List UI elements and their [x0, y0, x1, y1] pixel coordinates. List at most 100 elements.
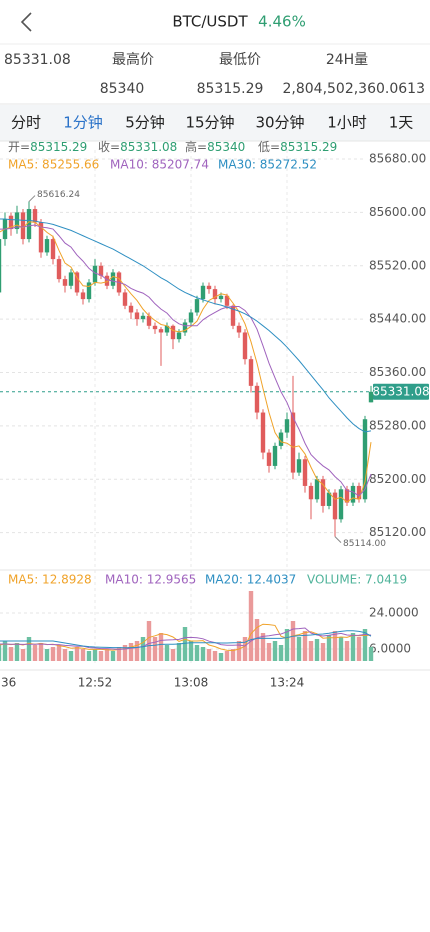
y-tick-label: 6.0000: [369, 642, 411, 656]
candle-body: [320, 479, 326, 506]
volume-bar: [38, 643, 44, 661]
volume-bar: [56, 645, 62, 661]
y-tick-label: 85600.00: [369, 205, 426, 219]
candle-body: [128, 305, 134, 313]
legend-item: MA5: 85255.66: [8, 158, 99, 172]
volume-ma-line: [0, 627, 372, 650]
candle-body: [8, 215, 14, 230]
interval-tab[interactable]: 分时: [11, 114, 41, 132]
volume-bar: [158, 633, 164, 661]
candle-body: [104, 275, 110, 286]
volume-bar: [116, 647, 122, 661]
candle-body: [170, 325, 176, 340]
tab-bar: [0, 105, 430, 141]
candle-body: [164, 325, 170, 333]
volume-bar: [2, 641, 8, 661]
legend-item: MA5: 12.8928: [8, 573, 92, 587]
volume-bar: [146, 621, 152, 661]
ohlc-value: 85315.29: [30, 140, 87, 154]
candle-body: [224, 295, 230, 306]
interval-tab[interactable]: 1小时: [327, 114, 367, 132]
ohlc-label: 高=: [185, 139, 207, 154]
candle-body: [242, 332, 248, 360]
interval-tab[interactable]: 30分钟: [255, 114, 304, 132]
pair-title: BTC/USDT: [172, 13, 248, 31]
ohlc-item: 高=85340: [185, 139, 245, 154]
volume-bar: [92, 649, 98, 661]
candle-body: [26, 209, 32, 240]
candle-body: [38, 222, 44, 253]
candle-body: [200, 285, 206, 300]
stat-value: 85315.29: [197, 81, 264, 97]
interval-tab[interactable]: 1分钟: [63, 114, 103, 132]
stat-label: 24H量: [326, 52, 368, 68]
candle-body: [368, 391, 374, 403]
candle-body: [56, 259, 62, 280]
candle-body: [338, 489, 344, 520]
volume-bar: [200, 647, 206, 661]
ohlc-value: 85315.29: [280, 140, 337, 154]
interval-tab[interactable]: 1天: [389, 114, 414, 132]
high-marker: [28, 195, 36, 202]
y-tick-label: 85360.00: [369, 365, 426, 379]
volume-bar: [0, 645, 2, 661]
candle-body: [158, 329, 164, 333]
ma-line: [0, 224, 372, 497]
ohlc-value: 85340: [207, 140, 245, 154]
candle-body: [314, 479, 320, 500]
candle-body: [278, 432, 284, 446]
candle-body: [0, 239, 2, 293]
volume-bar: [176, 643, 182, 661]
volume-bar: [68, 651, 74, 661]
volume-bar: [350, 633, 356, 661]
volume-bar: [362, 629, 368, 661]
volume-bar: [50, 647, 56, 661]
back-button[interactable]: [20, 12, 32, 32]
ohlc-item: 收=85331.08: [98, 140, 177, 154]
x-tick-label: 12:36: [0, 676, 16, 690]
interval-tab[interactable]: 5分钟: [125, 114, 165, 132]
candle-body: [302, 459, 308, 486]
volume-bar: [152, 637, 158, 661]
candle-body: [50, 239, 56, 260]
candle-body: [326, 492, 332, 506]
volume-bar: [224, 651, 230, 661]
volume-bar: [236, 641, 242, 661]
volume-ma-line: [0, 623, 372, 652]
candle-body: [308, 485, 314, 500]
volume-bar: [290, 621, 296, 661]
candle-body: [74, 272, 80, 293]
candle-body: [332, 492, 338, 520]
legend-item: MA20: 12.4037: [205, 573, 296, 587]
candle-body: [284, 419, 290, 433]
candle-body: [254, 385, 260, 413]
candle-body: [356, 485, 362, 500]
candle-body: [20, 212, 26, 240]
candle-body: [62, 279, 68, 286]
ohlc-item: 低=85315.29: [258, 140, 337, 154]
interval-tab[interactable]: 15分钟: [185, 114, 234, 132]
volume-bar: [308, 641, 314, 661]
candle-body: [290, 412, 296, 473]
candle-body: [32, 209, 38, 223]
volume-bar: [278, 645, 284, 661]
ohlc-label: 收=: [98, 140, 120, 154]
volume-bar: [218, 653, 224, 661]
volume-ma-line: [0, 630, 372, 649]
last-price: 85331.08: [4, 52, 71, 68]
stat-label: 最高价: [112, 51, 154, 68]
candle-body: [194, 299, 200, 313]
volume-bar: [368, 646, 374, 661]
candle-body: [272, 445, 278, 466]
candle-body: [236, 325, 242, 333]
candle-body: [260, 412, 266, 453]
ohlc-label: 低=: [258, 140, 280, 154]
stat-label: 最低价: [219, 52, 261, 68]
volume-bar: [332, 631, 338, 661]
volume-bar: [86, 651, 92, 661]
volume-bar: [194, 645, 200, 661]
volume-bar: [20, 649, 26, 661]
volume-bar: [164, 645, 170, 661]
last-price-label: 85331.08: [372, 384, 429, 398]
